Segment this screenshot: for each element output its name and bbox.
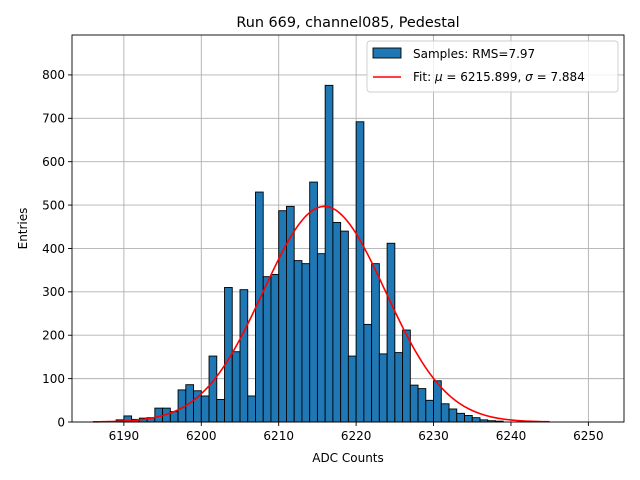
x-axis-ticks: 6190 6200 6210 6220 6230 6240 6250	[109, 422, 604, 443]
y-tick-label: 300	[42, 285, 65, 299]
histogram-bar	[293, 260, 303, 423]
histogram-bar	[200, 395, 210, 423]
histogram-bar	[402, 329, 411, 423]
histogram-bar	[456, 412, 465, 423]
y-axis-ticks: 0 100 200 300 400 500 600 700 800	[42, 68, 72, 429]
histogram-bar	[371, 263, 380, 423]
histogram-bar	[347, 355, 357, 423]
histogram-bar	[471, 417, 481, 423]
x-tick-label: 6220	[341, 429, 372, 443]
histogram-bar	[340, 230, 349, 423]
x-tick-label: 6240	[496, 429, 527, 443]
y-tick-label: 800	[42, 68, 65, 82]
fit-mu-symbol: μ	[434, 70, 443, 84]
y-tick-label: 200	[42, 329, 65, 343]
x-tick-label: 6250	[573, 429, 604, 443]
histogram-bar	[216, 398, 225, 423]
y-axis-label: Entries	[16, 208, 30, 250]
histogram-bar	[316, 253, 326, 423]
histogram-bar	[425, 399, 434, 423]
fit-sigma-value: 7.884	[550, 70, 584, 84]
histogram-bar	[324, 84, 334, 423]
histogram-bar	[301, 263, 311, 423]
histogram-bar	[208, 355, 218, 423]
y-tick-label: 400	[42, 242, 65, 256]
histogram-bar	[270, 274, 280, 423]
histogram-bar	[386, 242, 396, 423]
legend-swatch-samples	[372, 47, 402, 59]
chart-title: Run 669, channel085, Pedestal	[236, 15, 459, 31]
y-tick-label: 700	[42, 112, 65, 126]
x-tick-label: 6190	[109, 429, 140, 443]
y-tick-label: 500	[42, 198, 65, 212]
histogram-bar	[440, 403, 450, 423]
histogram-bar	[464, 415, 473, 423]
fit-label-prefix: Fit:	[413, 70, 435, 84]
histogram-bar	[332, 221, 342, 423]
y-tick-label: 100	[42, 372, 65, 386]
histogram-bar	[262, 276, 272, 423]
histogram-bars	[115, 84, 504, 423]
histogram-bar	[278, 210, 287, 423]
histogram-bar	[394, 352, 404, 423]
legend-label-fit: Fit: μ = 6215.899, σ = 7.884	[413, 70, 585, 84]
histogram-bar	[448, 408, 458, 423]
legend-label-samples: Samples: RMS=7.97	[413, 47, 535, 61]
histogram-bar	[309, 181, 318, 423]
histogram-bar	[363, 323, 373, 423]
legend: Samples: RMS=7.97 Fit: μ = 6215.899, σ =…	[366, 40, 619, 93]
histogram-bar	[247, 395, 256, 423]
x-tick-label: 6230	[418, 429, 449, 443]
fit-curve	[92, 205, 550, 423]
fit-sigma-symbol: σ	[525, 70, 533, 84]
histogram-bar	[417, 388, 427, 423]
legend-box	[366, 40, 619, 93]
y-tick-label: 0	[57, 415, 65, 429]
histogram-bar	[154, 407, 164, 423]
histogram-bar	[378, 353, 388, 423]
x-tick-label: 6200	[186, 429, 217, 443]
plot-frame	[71, 34, 625, 423]
histogram-bar	[239, 289, 249, 423]
histogram-bar	[409, 384, 419, 423]
histogram-bar	[231, 351, 241, 423]
histogram-bar	[355, 121, 365, 423]
y-tick-label: 600	[42, 155, 65, 169]
x-axis-label: ADC Counts	[312, 451, 384, 465]
fit-mu-value: 6215.899	[460, 70, 517, 84]
x-tick-label: 6210	[263, 429, 294, 443]
